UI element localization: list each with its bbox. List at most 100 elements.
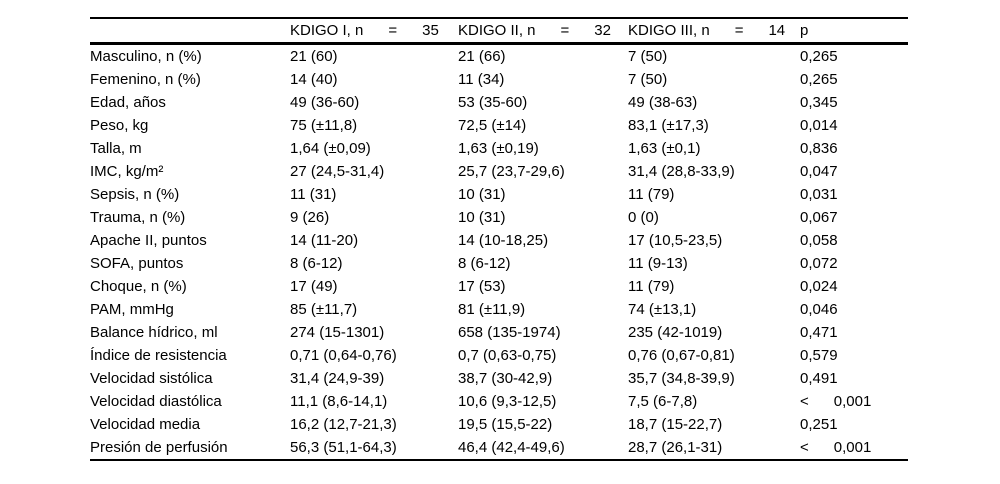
row-label: Edad, años bbox=[90, 94, 166, 111]
cell-kdigo1: 17 (49) bbox=[290, 278, 338, 295]
cell-kdigo3: 31,4 (28,8-33,9) bbox=[628, 163, 735, 180]
cell-kdigo1: 85 (±11,7) bbox=[290, 301, 358, 318]
cell-kdigo2: 10 (31) bbox=[458, 209, 506, 226]
table-body: Masculino, n (%) 21 (60) 21 (66) 7 (50) … bbox=[90, 44, 908, 461]
header-empty-cell bbox=[90, 18, 290, 45]
kdigo-comparison-table: KDIGO I, n = 35 KDIGO II, n = 32 KDIGO I… bbox=[90, 17, 908, 461]
cell-kdigo2: 72,5 (±14) bbox=[458, 117, 527, 134]
row-label: Velocidad sistólica bbox=[90, 370, 213, 387]
table-row: PAM, mmHg 85 (±11,7) 81 (±11,9) 74 (±13,… bbox=[90, 298, 908, 321]
header-kdigo3: KDIGO III, n = 14 bbox=[628, 18, 800, 45]
cell-kdigo1: 11,1 (8,6-14,1) bbox=[290, 393, 388, 410]
cell-kdigo3: 11 (79) bbox=[628, 186, 675, 203]
cell-kdigo2: 658 (135-1974) bbox=[458, 324, 561, 341]
row-label: Femenino, n (%) bbox=[90, 71, 201, 88]
cell-p-value: 0,072 bbox=[800, 255, 838, 272]
cell-kdigo3: 11 (9-13) bbox=[628, 255, 688, 272]
table-row: Talla, m 1,64 (±0,09) 1,63 (±0,19) 1,63 … bbox=[90, 137, 908, 160]
row-label: Balance hídrico, ml bbox=[90, 324, 218, 341]
cell-p-value: 0,579 bbox=[800, 347, 838, 364]
cell-p-value: 0,024 bbox=[800, 278, 838, 295]
cell-p-value: 0,251 bbox=[800, 416, 838, 433]
cell-kdigo1: 0,71 (0,64-0,76) bbox=[290, 347, 397, 364]
cell-kdigo3: 11 (79) bbox=[628, 278, 675, 295]
row-label: Velocidad media bbox=[90, 416, 201, 433]
cell-kdigo3: 17 (10,5-23,5) bbox=[628, 232, 723, 249]
cell-kdigo2: 1,63 (±0,19) bbox=[458, 140, 539, 157]
cell-kdigo2: 17 (53) bbox=[458, 278, 506, 295]
row-label: Talla, m bbox=[90, 140, 142, 157]
header-row: KDIGO I, n = 35 KDIGO II, n = 32 KDIGO I… bbox=[90, 18, 908, 45]
cell-p-value: 0,046 bbox=[800, 301, 838, 318]
cell-kdigo3: 7,5 (6-7,8) bbox=[628, 393, 698, 410]
table-row: Velocidad diastólica 11,1 (8,6-14,1) 10,… bbox=[90, 390, 908, 413]
table-row: Femenino, n (%) 14 (40) 11 (34) 7 (50) 0… bbox=[90, 68, 908, 91]
cell-kdigo3: 83,1 (±17,3) bbox=[628, 117, 709, 134]
cell-p-value: 0,345 bbox=[800, 94, 838, 111]
cell-p-value: 0,031 bbox=[800, 186, 838, 203]
row-label: Velocidad diastólica bbox=[90, 393, 222, 410]
cell-kdigo1: 16,2 (12,7-21,3) bbox=[290, 416, 397, 433]
row-label: Choque, n (%) bbox=[90, 278, 187, 295]
cell-kdigo2: 11 (34) bbox=[458, 71, 505, 88]
cell-p-value: 0,471 bbox=[800, 324, 838, 341]
row-label: Trauma, n (%) bbox=[90, 209, 186, 226]
cell-kdigo2: 19,5 (15,5-22) bbox=[458, 416, 553, 433]
cell-kdigo2: 81 (±11,9) bbox=[458, 301, 526, 318]
comparison-table-container: KDIGO I, n = 35 KDIGO II, n = 32 KDIGO I… bbox=[90, 17, 908, 461]
cell-kdigo1: 14 (11-20) bbox=[290, 232, 359, 249]
cell-p-value: 0,047 bbox=[800, 163, 838, 180]
header-kdigo1: KDIGO I, n = 35 bbox=[290, 18, 458, 45]
cell-kdigo1: 1,64 (±0,09) bbox=[290, 140, 371, 157]
cell-kdigo2: 14 (10-18,25) bbox=[458, 232, 549, 249]
cell-kdigo3: 35,7 (34,8-39,9) bbox=[628, 370, 735, 387]
row-label: Masculino, n (%) bbox=[90, 48, 202, 65]
header-p-value: p bbox=[800, 18, 908, 45]
cell-kdigo2: 8 (6-12) bbox=[458, 255, 511, 272]
table-row: IMC, kg/m² 27 (24,5-31,4) 25,7 (23,7-29,… bbox=[90, 160, 908, 183]
cell-kdigo1: 8 (6-12) bbox=[290, 255, 343, 272]
table-row: Edad, años 49 (36-60) 53 (35-60) 49 (38-… bbox=[90, 91, 908, 114]
table-row: Apache II, puntos 14 (11-20) 14 (10-18,2… bbox=[90, 229, 908, 252]
table-row: SOFA, puntos 8 (6-12) 8 (6-12) 11 (9-13)… bbox=[90, 252, 908, 275]
cell-kdigo3: 235 (42-1019) bbox=[628, 324, 723, 341]
cell-kdigo2: 38,7 (30-42,9) bbox=[458, 370, 553, 387]
cell-kdigo1: 9 (26) bbox=[290, 209, 330, 226]
row-label: SOFA, puntos bbox=[90, 255, 184, 272]
cell-p-value: < 0,001 bbox=[800, 439, 872, 456]
cell-kdigo2: 10,6 (9,3-12,5) bbox=[458, 393, 557, 410]
cell-kdigo1: 56,3 (51,1-64,3) bbox=[290, 439, 397, 456]
table-row: Balance hídrico, ml 274 (15-1301) 658 (1… bbox=[90, 321, 908, 344]
cell-kdigo2: 46,4 (42,4-49,6) bbox=[458, 439, 565, 456]
table-row: Peso, kg 75 (±11,8) 72,5 (±14) 83,1 (±17… bbox=[90, 114, 908, 137]
table-header: KDIGO I, n = 35 KDIGO II, n = 32 KDIGO I… bbox=[90, 18, 908, 45]
cell-p-value: 0,265 bbox=[800, 71, 838, 88]
cell-kdigo3: 1,63 (±0,1) bbox=[628, 140, 701, 157]
cell-kdigo3: 74 (±13,1) bbox=[628, 301, 697, 318]
cell-kdigo1: 49 (36-60) bbox=[290, 94, 360, 111]
cell-kdigo2: 0,7 (0,63-0,75) bbox=[458, 347, 557, 364]
cell-kdigo2: 10 (31) bbox=[458, 186, 506, 203]
cell-kdigo1: 21 (60) bbox=[290, 48, 338, 65]
cell-kdigo3: 0,76 (0,67-0,81) bbox=[628, 347, 735, 364]
cell-kdigo2: 21 (66) bbox=[458, 48, 506, 65]
row-label: IMC, kg/m² bbox=[90, 163, 164, 180]
cell-kdigo1: 14 (40) bbox=[290, 71, 338, 88]
cell-p-value: 0,265 bbox=[800, 48, 838, 65]
cell-kdigo1: 11 (31) bbox=[290, 186, 337, 203]
cell-kdigo1: 31,4 (24,9-39) bbox=[290, 370, 385, 387]
cell-p-value: 0,491 bbox=[800, 370, 838, 387]
cell-kdigo3: 0 (0) bbox=[628, 209, 659, 226]
row-label: Apache II, puntos bbox=[90, 232, 207, 249]
cell-kdigo3: 49 (38-63) bbox=[628, 94, 698, 111]
cell-p-value: 0,836 bbox=[800, 140, 838, 157]
table-row: Trauma, n (%) 9 (26) 10 (31) 0 (0) 0,067 bbox=[90, 206, 908, 229]
cell-kdigo2: 25,7 (23,7-29,6) bbox=[458, 163, 565, 180]
cell-kdigo3: 18,7 (15-22,7) bbox=[628, 416, 723, 433]
table-row: Masculino, n (%) 21 (60) 21 (66) 7 (50) … bbox=[90, 44, 908, 69]
cell-kdigo2: 53 (35-60) bbox=[458, 94, 528, 111]
cell-kdigo1: 27 (24,5-31,4) bbox=[290, 163, 385, 180]
cell-p-value: 0,058 bbox=[800, 232, 838, 249]
row-label: Índice de resistencia bbox=[90, 347, 227, 364]
table-row: Sepsis, n (%) 11 (31) 10 (31) 11 (79) 0,… bbox=[90, 183, 908, 206]
